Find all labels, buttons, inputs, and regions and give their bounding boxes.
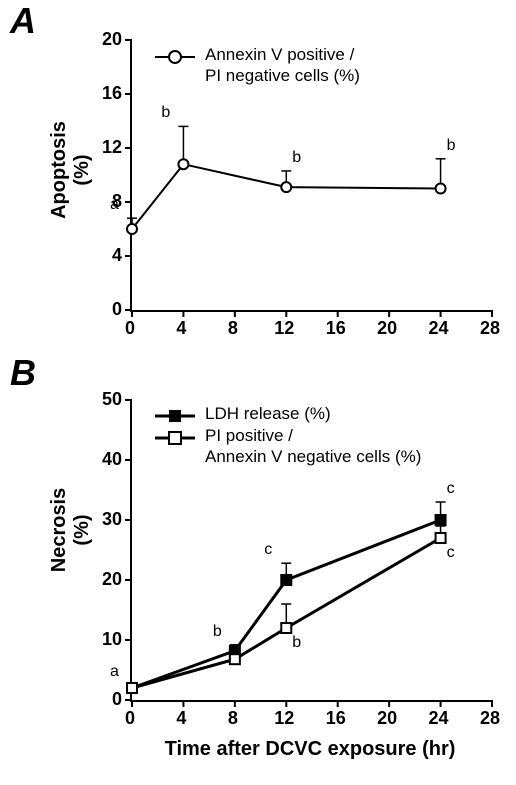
ytick-label: 20 (92, 569, 122, 590)
panel-b-legend1-marker (165, 406, 185, 426)
ytick-label: 16 (92, 83, 122, 104)
panel-a-ylabel: Apoptosis (%) (48, 70, 94, 270)
data-point-label: b (292, 634, 301, 652)
data-point-label: b (447, 137, 456, 155)
figure: A Apoptosis (%) Annexin V positive / PI … (0, 0, 516, 785)
xtick-label: 0 (115, 318, 145, 339)
xtick-label: 0 (115, 708, 145, 729)
panel-a-legend-marker (165, 47, 185, 67)
ytick-label: 12 (92, 137, 122, 158)
panel-b-label: B (10, 352, 36, 394)
panel-a-legend-text1: Annexin V positive / (205, 45, 354, 65)
x-axis-title: Time after DCVC exposure (hr) (130, 738, 490, 761)
panel-b-legend2-text2: Annexin V negative cells (%) (205, 447, 421, 467)
ytick-label: 40 (92, 449, 122, 470)
xtick-label: 4 (166, 708, 196, 729)
data-point-label: a (110, 196, 119, 214)
xtick-label: 12 (269, 318, 299, 339)
data-point-label: a (110, 663, 119, 681)
data-point-label: c (447, 480, 455, 498)
xtick-label: 12 (269, 708, 299, 729)
data-point-label: b (161, 104, 170, 122)
data-point-label: c (264, 541, 272, 559)
data-point-label: c (447, 544, 455, 562)
xtick-label: 24 (424, 318, 454, 339)
ytick-label: 20 (92, 29, 122, 50)
panel-a-label: A (10, 0, 36, 42)
xtick-label: 28 (475, 318, 505, 339)
xtick-label: 20 (372, 708, 402, 729)
xtick-label: 4 (166, 318, 196, 339)
xtick-label: 16 (321, 318, 351, 339)
panel-b-ylabel: Necrosis (%) (48, 420, 94, 640)
xtick-label: 28 (475, 708, 505, 729)
ytick-label: 4 (92, 245, 122, 266)
data-point-label: b (292, 149, 301, 167)
ytick-label: 0 (92, 689, 122, 710)
panel-b-ylabel-line1: Necrosis (48, 488, 70, 573)
xtick-label: 20 (372, 318, 402, 339)
panel-b-svg (132, 400, 492, 700)
panel-a-ylabel-line2: (%) (71, 154, 93, 185)
panel-b-legend1-text: LDH release (%) (205, 404, 331, 424)
xtick-label: 8 (218, 708, 248, 729)
ytick-label: 50 (92, 389, 122, 410)
panel-a-ylabel-line1: Apoptosis (48, 121, 70, 219)
panel-b-legend2-text1: PI positive / (205, 426, 293, 446)
data-point-label: b (213, 623, 222, 641)
ytick-label: 30 (92, 509, 122, 530)
xtick-label: 24 (424, 708, 454, 729)
xtick-label: 8 (218, 318, 248, 339)
ytick-label: 10 (92, 629, 122, 650)
panel-b-ylabel-line2: (%) (71, 514, 93, 545)
panel-b-legend2-marker (165, 428, 185, 448)
ytick-label: 0 (92, 299, 122, 320)
panel-a-legend-text2: PI negative cells (%) (205, 66, 360, 86)
xtick-label: 16 (321, 708, 351, 729)
